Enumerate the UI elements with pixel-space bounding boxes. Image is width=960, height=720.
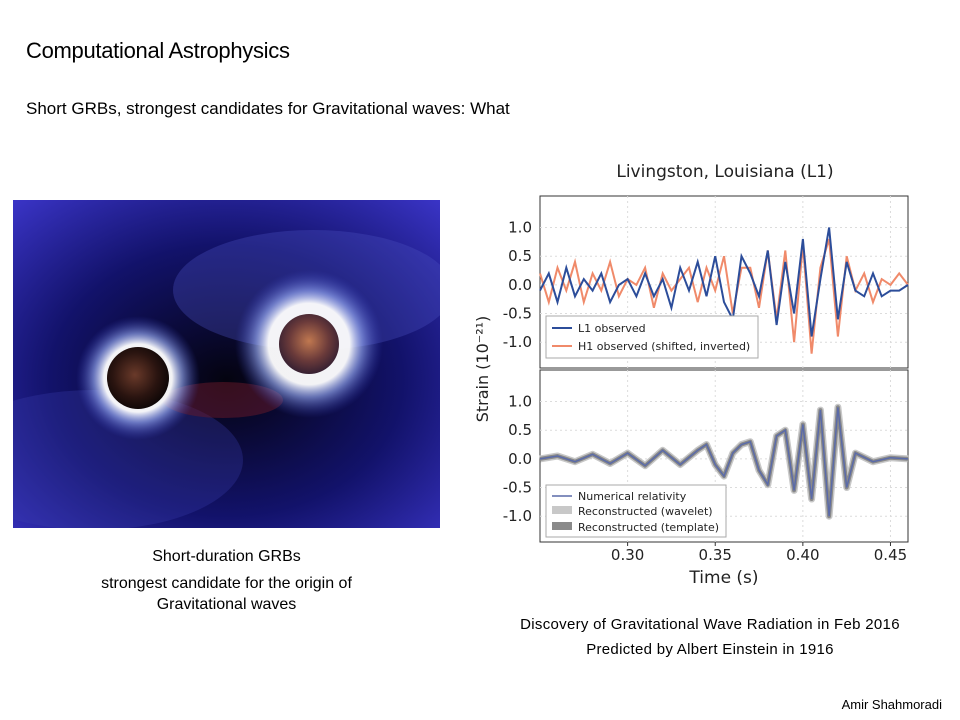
series-h1-observed — [539, 238, 909, 354]
right-caption-line-2: Predicted by Albert Einstein in 1916 — [586, 641, 834, 658]
x-tick-label-2: 0.35 — [699, 546, 732, 564]
y-tick-label-1-2: 0.5 — [508, 247, 532, 265]
y-tick-label-2-2: 0.5 — [508, 421, 532, 439]
x-tick-label-3: 0.40 — [786, 546, 819, 564]
y-tick-label-1-4: -0.5 — [503, 305, 532, 323]
series-numerical-relativity — [539, 407, 909, 517]
y-tick-label-2-3: 0.0 — [508, 450, 532, 468]
y-tick-label-2-4: -0.5 — [503, 479, 532, 497]
x-tick-label-4: 0.45 — [874, 546, 907, 564]
slide-title: Computational Astrophysics — [26, 38, 290, 63]
y-tick-label-2-1: 1.0 — [508, 393, 532, 411]
legend-box-bottom — [545, 484, 727, 538]
left-caption-line-1: Short-duration GRBs — [152, 548, 301, 565]
gravitational-wave-figure: Livingston, Louisiana (L1) Strain (10⁻²¹)… — [462, 150, 917, 600]
gw-chart-svg: Livingston, Louisiana (L1) Strain (10⁻²¹)… — [473, 162, 909, 588]
x-tick-label-1: 0.30 — [611, 546, 644, 564]
legend-label-template: Reconstructed (template) — [578, 521, 719, 534]
binary-neutron-star-illustration — [13, 200, 440, 528]
legend-label-h1: H1 observed (shifted, inverted) — [578, 340, 750, 353]
y-tick-label-1-3: 0.0 — [508, 276, 532, 294]
legend-swatch-template — [552, 522, 572, 530]
slide-subtitle: Short GRBs, strongest candidates for Gra… — [26, 99, 510, 118]
author-name: Amir Shahmoradi — [841, 697, 942, 712]
x-axis-label: Time (s) — [688, 568, 758, 588]
y-axis-label: Strain (10⁻²¹) — [473, 316, 492, 423]
legend-box-top — [545, 315, 759, 359]
binary-star-image — [13, 200, 440, 528]
series-l1-observed — [539, 227, 909, 337]
legend-label-wavelet: Reconstructed (wavelet) — [578, 505, 713, 518]
legend-label-nr: Numerical relativity — [578, 490, 687, 503]
y-tick-label-2-5: -1.0 — [503, 507, 532, 525]
left-caption-line-3: Gravitational waves — [156, 596, 297, 613]
legend-label-l1: L1 observed — [578, 322, 646, 335]
y-tick-label-1-5: -1.0 — [503, 333, 532, 351]
chart-title: Livingston, Louisiana (L1) — [616, 162, 833, 182]
legend-swatch-wavelet — [552, 506, 572, 514]
right-caption-line-1: Discovery of Gravitational Wave Radiatio… — [520, 616, 900, 633]
left-caption-line-2: strongest candidate for the origin of — [101, 575, 352, 592]
y-tick-label-1-1: 1.0 — [508, 219, 532, 237]
